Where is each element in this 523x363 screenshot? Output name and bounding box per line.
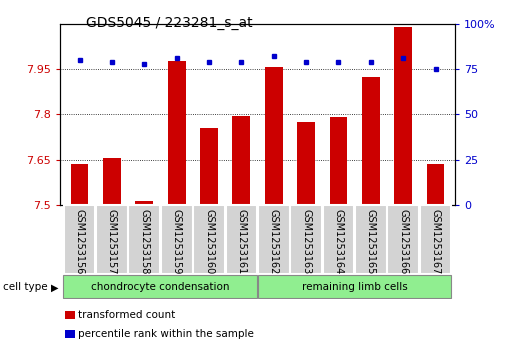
FancyBboxPatch shape bbox=[63, 275, 257, 298]
FancyBboxPatch shape bbox=[388, 205, 419, 274]
FancyBboxPatch shape bbox=[290, 205, 322, 274]
Bar bbox=[135, 200, 153, 205]
Bar bbox=[200, 128, 218, 205]
Text: GDS5045 / 223281_s_at: GDS5045 / 223281_s_at bbox=[86, 16, 253, 30]
Bar bbox=[297, 122, 315, 205]
Text: percentile rank within the sample: percentile rank within the sample bbox=[78, 329, 254, 339]
Bar bbox=[362, 77, 380, 205]
FancyBboxPatch shape bbox=[258, 205, 290, 274]
FancyBboxPatch shape bbox=[129, 205, 160, 274]
Text: cell type: cell type bbox=[3, 282, 47, 293]
FancyBboxPatch shape bbox=[96, 205, 128, 274]
Bar bbox=[265, 68, 282, 205]
Text: GSM1253157: GSM1253157 bbox=[107, 208, 117, 274]
Text: GSM1253162: GSM1253162 bbox=[269, 208, 279, 274]
Bar bbox=[103, 158, 121, 205]
Bar bbox=[394, 26, 412, 205]
FancyBboxPatch shape bbox=[161, 205, 192, 274]
Text: GSM1253160: GSM1253160 bbox=[204, 208, 214, 274]
Text: GSM1253161: GSM1253161 bbox=[236, 208, 246, 274]
FancyBboxPatch shape bbox=[323, 205, 355, 274]
Text: GSM1253163: GSM1253163 bbox=[301, 208, 311, 274]
FancyBboxPatch shape bbox=[420, 205, 451, 274]
FancyBboxPatch shape bbox=[258, 275, 451, 298]
Bar bbox=[71, 164, 88, 205]
Text: GSM1253164: GSM1253164 bbox=[334, 208, 344, 274]
Bar bbox=[168, 61, 186, 205]
Text: chondrocyte condensation: chondrocyte condensation bbox=[91, 282, 230, 292]
Text: GSM1253166: GSM1253166 bbox=[398, 208, 408, 274]
FancyBboxPatch shape bbox=[193, 205, 225, 274]
FancyBboxPatch shape bbox=[225, 205, 257, 274]
Text: GSM1253159: GSM1253159 bbox=[172, 208, 181, 274]
Bar bbox=[329, 117, 347, 205]
Text: remaining limb cells: remaining limb cells bbox=[302, 282, 407, 292]
Text: GSM1253158: GSM1253158 bbox=[139, 208, 149, 274]
Text: GSM1253167: GSM1253167 bbox=[430, 208, 440, 274]
FancyBboxPatch shape bbox=[355, 205, 386, 274]
FancyBboxPatch shape bbox=[64, 205, 95, 274]
Text: transformed count: transformed count bbox=[78, 310, 176, 321]
Bar bbox=[427, 164, 445, 205]
Text: ▶: ▶ bbox=[51, 282, 59, 293]
Bar bbox=[233, 116, 251, 205]
Text: GSM1253156: GSM1253156 bbox=[75, 208, 85, 274]
Text: GSM1253165: GSM1253165 bbox=[366, 208, 376, 274]
